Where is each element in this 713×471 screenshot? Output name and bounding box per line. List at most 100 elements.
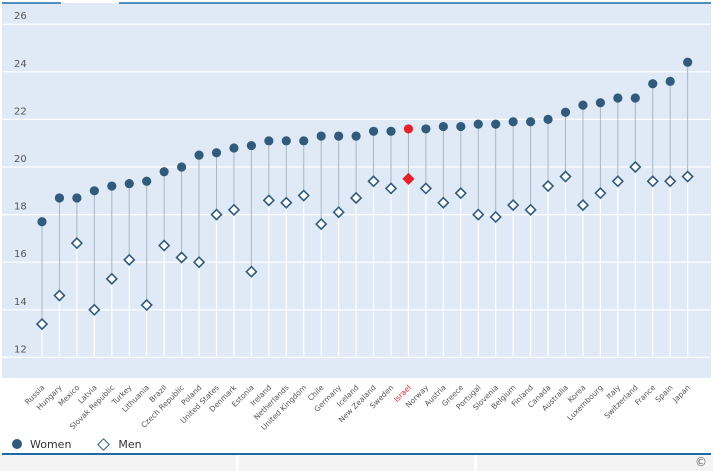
men-point — [611, 175, 624, 188]
legend-women-label: Women — [30, 437, 72, 451]
women-point — [473, 119, 483, 129]
women-point — [595, 98, 606, 108]
men-point — [594, 187, 607, 200]
women-point — [316, 131, 326, 141]
women-point — [177, 162, 187, 172]
y-tick-label: 18 — [14, 202, 27, 213]
copyright-icon: © — [695, 455, 707, 469]
women-point — [246, 140, 256, 151]
legend-men[interactable]: Men — [97, 437, 142, 451]
y-tick-label: 26 — [14, 11, 27, 22]
men-point — [297, 189, 310, 202]
men-point — [576, 198, 590, 212]
men-point — [70, 237, 84, 250]
women-point — [368, 126, 379, 136]
women-point — [351, 131, 361, 141]
women-point — [37, 217, 47, 227]
x-tick-label: Spain — [653, 383, 674, 404]
women-point — [72, 193, 82, 203]
women-point — [665, 76, 675, 86]
legend-women[interactable]: Women — [12, 438, 71, 451]
chart: 12 14 16 18 20 22 24 26 Russia Hungary Mexico Latvi… — [2, 2, 711, 432]
women-point — [281, 136, 291, 146]
men-point — [245, 265, 258, 278]
women-point — [403, 124, 414, 134]
women-point — [456, 121, 466, 132]
women-point — [194, 150, 204, 160]
women-point — [386, 126, 396, 136]
women-point — [299, 136, 309, 146]
diamond-icon — [97, 437, 111, 451]
men-point — [210, 208, 223, 221]
men-point — [280, 196, 293, 209]
men-point — [472, 208, 485, 221]
y-tick-label: 22 — [14, 106, 27, 117]
women-point — [421, 124, 431, 134]
women-point — [54, 193, 65, 203]
women-point — [124, 179, 134, 189]
men-point — [158, 239, 171, 252]
men-point — [454, 187, 467, 200]
y-tick-label: 12 — [14, 344, 27, 355]
panel-2[interactable] — [239, 455, 474, 471]
women-point — [543, 114, 553, 124]
panel-1[interactable] — [0, 455, 236, 471]
men-point — [192, 256, 206, 269]
women-point — [683, 57, 693, 67]
women-point — [107, 181, 117, 191]
women-point — [438, 121, 448, 132]
women-point — [264, 136, 274, 146]
men-point — [384, 182, 398, 195]
men-point — [349, 191, 363, 205]
men-point — [681, 170, 694, 183]
women-point — [648, 79, 658, 89]
women-point — [560, 107, 571, 117]
legend-men-label: Men — [118, 437, 142, 451]
women-point — [630, 93, 640, 103]
men-point — [507, 198, 520, 212]
women-point — [613, 93, 623, 103]
x-tick-label: France — [633, 383, 657, 407]
men-point — [367, 175, 380, 188]
men-point — [524, 203, 537, 216]
women-point — [491, 119, 501, 129]
men-point — [646, 175, 659, 188]
men-point — [437, 196, 450, 209]
men-point — [402, 172, 415, 186]
y-tick-label: 20 — [14, 154, 27, 165]
men-point — [262, 194, 275, 207]
divider — [2, 453, 711, 455]
legend: Women Men — [12, 436, 168, 452]
y-tick-label: 24 — [14, 59, 27, 70]
circle-icon — [12, 439, 22, 449]
women-point — [334, 131, 344, 141]
panel-3[interactable] — [477, 455, 713, 471]
bottom-panels — [0, 455, 713, 471]
men-point — [332, 206, 345, 219]
men-point — [227, 203, 241, 216]
men-point — [123, 253, 136, 266]
women-point — [526, 117, 536, 127]
women-point — [89, 186, 99, 196]
men-point — [489, 210, 502, 224]
men-point — [88, 303, 101, 316]
x-tick-label: Japan — [670, 383, 692, 405]
men-point — [315, 217, 328, 231]
women-point — [211, 148, 222, 158]
men-point — [105, 272, 118, 285]
men-point — [53, 289, 66, 302]
men-point — [35, 317, 49, 331]
y-tick-label: 14 — [14, 297, 27, 308]
chart-svg: 1214161820222426RussiaHungaryMexicoLatvi… — [2, 2, 711, 432]
women-point — [142, 176, 152, 186]
men-point — [140, 298, 153, 312]
men-point — [419, 182, 433, 195]
men-point — [559, 170, 572, 183]
women-point — [508, 117, 518, 127]
men-point — [629, 160, 642, 174]
men-point — [175, 251, 188, 264]
men-point — [541, 179, 555, 193]
men-point — [664, 175, 677, 188]
women-point — [159, 167, 169, 177]
women-point — [578, 100, 588, 110]
